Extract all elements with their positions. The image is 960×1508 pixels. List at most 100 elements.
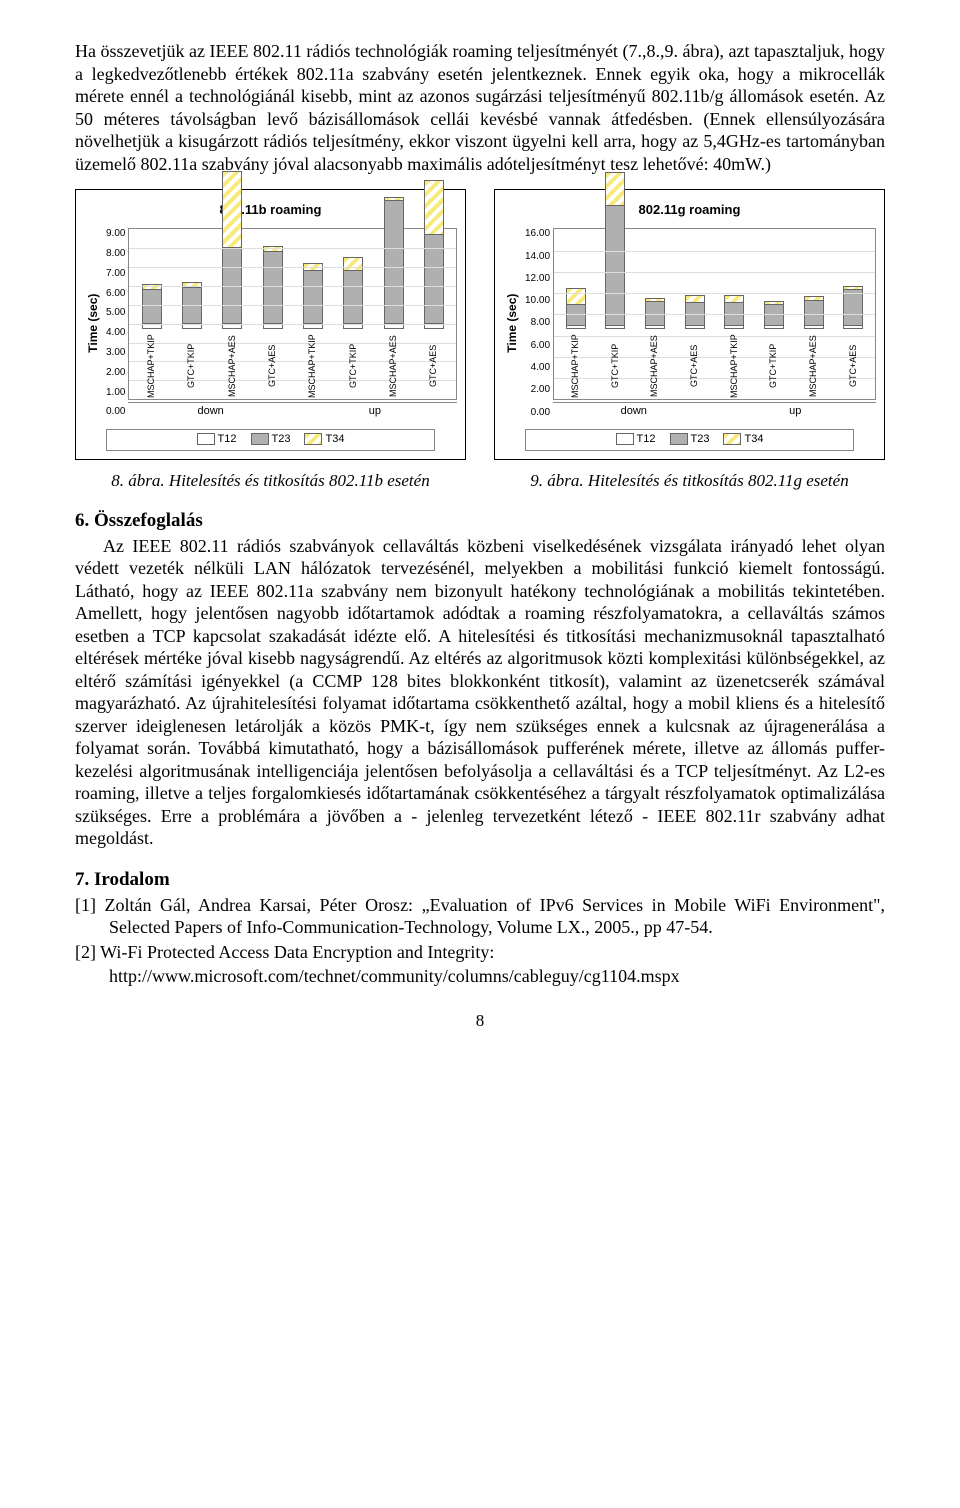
bar-segment-t23: [425, 234, 443, 323]
bar: [724, 295, 744, 329]
bar-segment-t12: [304, 323, 322, 329]
bar-segment-t23: [304, 270, 322, 323]
x-category-label: MSCHAP+TKIP: [570, 333, 581, 399]
legend-swatch: [723, 433, 741, 445]
bar-segment-t12: [344, 323, 362, 329]
bar-segment-t23: [385, 200, 403, 323]
legend-label: T23: [691, 433, 710, 445]
bar-segment-t23: [805, 300, 823, 326]
bar-segment-t12: [844, 325, 862, 328]
y-ticks: 9.008.007.006.005.004.003.002.001.000.00: [103, 228, 128, 419]
legend-label: T12: [218, 433, 237, 445]
reference-2-line1: [2] Wi-Fi Protected Access Data Encrypti…: [75, 941, 885, 964]
section-6-paragraph: Az IEEE 802.11 rádiós szabványok cellavá…: [75, 535, 885, 850]
bar-segment-t23: [264, 251, 282, 323]
x-category-label: GTC+AES: [428, 333, 439, 399]
charts-row: 802.11b roamingTime (sec)9.008.007.006.0…: [75, 189, 885, 460]
bar-segment-t34: [223, 172, 241, 248]
bar-segment-t12: [805, 325, 823, 328]
x-category-label: GTC+TKIP: [768, 333, 779, 399]
bar: [605, 172, 625, 329]
caption-fig-8: 8. ábra. Hitelesítés és titkosítás 802.1…: [75, 470, 466, 491]
chart-802-11b: 802.11b roamingTime (sec)9.008.007.006.0…: [75, 189, 466, 460]
bar: [645, 298, 665, 330]
x-category-label: GTC+AES: [689, 333, 700, 399]
bar: [182, 282, 202, 329]
bar-segment-t12: [646, 325, 664, 328]
x-category-label: MSCHAP+TKIP: [307, 333, 318, 399]
x-category-label: GTC+TKIP: [610, 333, 621, 399]
legend-swatch: [304, 433, 322, 445]
bar-segment-t23: [183, 287, 201, 323]
x-category-label: GTC+AES: [267, 333, 278, 399]
heading-section-6: 6. Összefoglalás: [75, 509, 885, 533]
legend: T12 T23 T34: [106, 429, 435, 451]
bar-segment-t12: [725, 325, 743, 328]
bar: [303, 263, 323, 329]
caption-fig-9: 9. ábra. Hitelesítés és titkosítás 802.1…: [494, 470, 885, 491]
bar-segment-t23: [606, 205, 624, 325]
legend-label: T12: [637, 433, 656, 445]
x-group-labels: downup: [553, 402, 876, 419]
bar-segment-t23: [567, 304, 585, 325]
x-category-label: GTC+AES: [848, 333, 859, 399]
chart-title: 802.11g roaming: [503, 202, 876, 218]
x-category-label: MSCHAP+AES: [808, 333, 819, 399]
bar-segment-t12: [143, 323, 161, 329]
legend-label: T34: [744, 433, 763, 445]
bar: [566, 288, 586, 329]
bar-segment-t23: [344, 270, 362, 323]
bar-segment-t23: [844, 289, 862, 325]
reference-1: [1] Zoltán Gál, Andrea Karsai, Péter Oro…: [75, 894, 885, 939]
bar-segment-t23: [646, 301, 664, 325]
bar-segment-t34: [567, 289, 585, 304]
legend-swatch: [670, 433, 688, 445]
intro-paragraph: Ha összevetjük az IEEE 802.11 rádiós tec…: [75, 40, 885, 175]
bar-segment-t12: [385, 323, 403, 329]
bar-segment-t34: [425, 181, 443, 234]
page-number: 8: [75, 1010, 885, 1031]
x-category-label: GTC+TKIP: [186, 333, 197, 399]
bar-segment-t23: [725, 302, 743, 325]
bar: [263, 246, 283, 329]
bar-segment-t12: [606, 325, 624, 328]
bar: [685, 295, 705, 329]
reference-2-line2: http://www.microsoft.com/technet/communi…: [75, 965, 885, 988]
bar: [804, 296, 824, 329]
legend-label: T34: [325, 433, 344, 445]
legend-swatch: [616, 433, 634, 445]
bar: [843, 286, 863, 329]
bar-segment-t23: [223, 247, 241, 323]
bar-segment-t12: [183, 323, 201, 329]
legend-label: T23: [272, 433, 291, 445]
bar-segment-t23: [143, 289, 161, 323]
plot-area: MSCHAP+TKIP GTC+TKIP MSCHAP+AES GTC+AES MSCH…: [553, 228, 876, 400]
bar: [384, 197, 404, 329]
x-category-label: MSCHAP+AES: [649, 333, 660, 399]
bar-segment-t23: [765, 304, 783, 325]
bar-segment-t12: [567, 325, 585, 328]
bar: [343, 257, 363, 329]
bar-segment-t34: [344, 258, 362, 269]
chart-802-11g: 802.11g roamingTime (sec)16.0014.0012.00…: [494, 189, 885, 460]
bar: [424, 180, 444, 329]
x-category-label: MSCHAP+TKIP: [146, 333, 157, 399]
bar-segment-t12: [686, 325, 704, 328]
y-ticks: 16.0014.0012.0010.008.006.004.002.000.00: [522, 228, 553, 419]
legend-swatch: [251, 433, 269, 445]
bar-segment-t23: [686, 302, 704, 325]
bar: [142, 284, 162, 329]
plot-area: MSCHAP+TKIP GTC+TKIP MSCHAP+AES GTC+AES MSCH…: [128, 228, 457, 400]
bar-segment-t12: [264, 323, 282, 329]
bar-segment-t12: [425, 323, 443, 329]
references: [1] Zoltán Gál, Andrea Karsai, Péter Oro…: [75, 894, 885, 988]
heading-section-7: 7. Irodalom: [75, 868, 885, 892]
x-category-label: GTC+TKIP: [348, 333, 359, 399]
x-category-label: MSCHAP+AES: [227, 333, 238, 399]
bar-segment-t34: [606, 173, 624, 205]
legend-swatch: [197, 433, 215, 445]
bar-segment-t12: [223, 323, 241, 329]
x-group-labels: downup: [128, 402, 457, 419]
y-axis-label: Time (sec): [84, 228, 103, 419]
legend: T12 T23 T34: [525, 429, 854, 451]
